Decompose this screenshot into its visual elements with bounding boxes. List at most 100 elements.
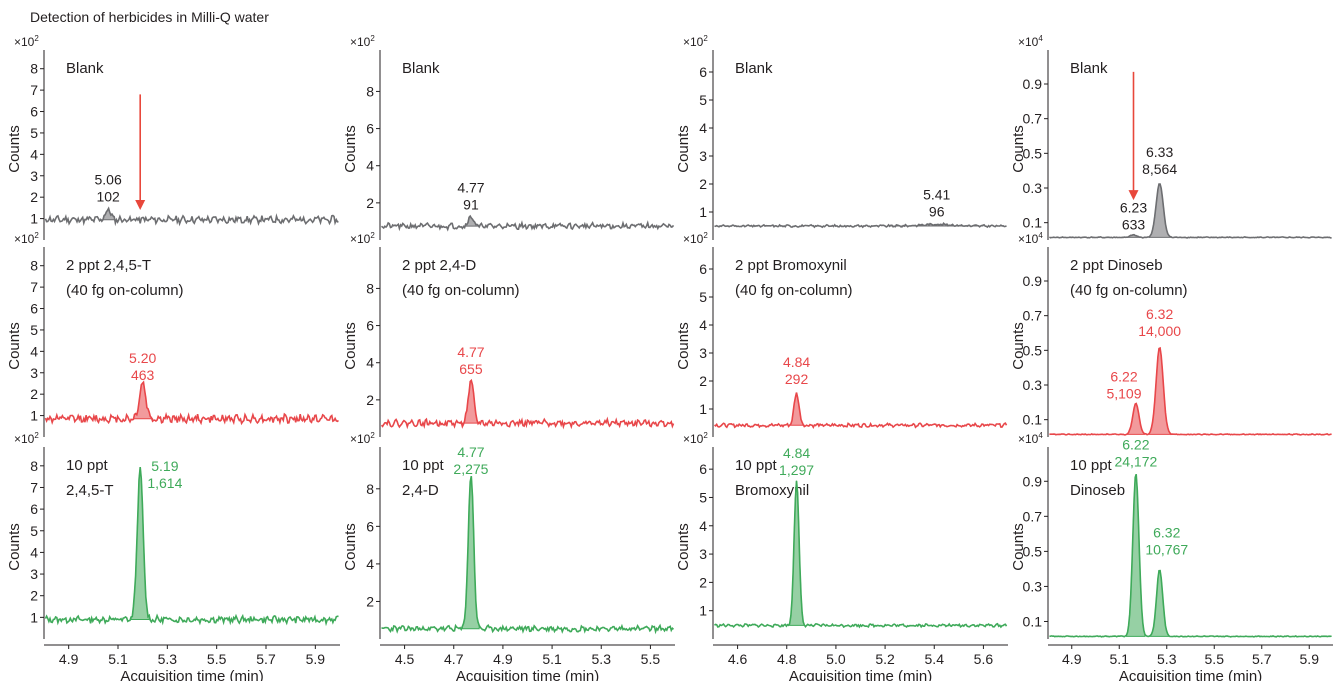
y-axis-label: Counts bbox=[342, 125, 359, 173]
y-tick-label: 6 bbox=[699, 64, 707, 80]
y-tick-label: 0.5 bbox=[1023, 543, 1043, 559]
y-multiplier-exponent: 4 bbox=[1038, 431, 1043, 440]
chromatogram-panel: 1 2 3 4 5 6 ×102 Counts 10 ppt Bromoxynil 4.841,29… bbox=[675, 431, 1008, 639]
peak-area-value: 91 bbox=[463, 197, 479, 213]
y-axis-label: Counts bbox=[675, 523, 692, 571]
x-tick-label: 5.6 bbox=[974, 651, 994, 667]
y-tick-label: 0.3 bbox=[1023, 578, 1043, 594]
x-tick-label: 5.3 bbox=[1157, 651, 1177, 667]
peak-retention-time: 4.84 bbox=[783, 445, 810, 461]
panel-label: 10 ppt bbox=[735, 457, 778, 474]
y-tick-label: 0.3 bbox=[1023, 180, 1043, 196]
peak-area-value: 14,000 bbox=[1138, 323, 1181, 339]
peak-retention-time: 6.22 bbox=[1122, 437, 1149, 453]
x-tick-label: 4.9 bbox=[493, 651, 513, 667]
x-tick-label: 5.3 bbox=[592, 651, 612, 667]
x-tick-label: 4.9 bbox=[1062, 651, 1082, 667]
chromatogram-trace bbox=[1049, 346, 1332, 436]
y-multiplier: ×102 bbox=[350, 34, 375, 49]
arrow-head bbox=[1128, 190, 1139, 201]
panel-label: Blank bbox=[735, 60, 773, 77]
y-multiplier-exponent: 4 bbox=[1038, 34, 1043, 43]
chromatogram-panel: 0.1 0.3 0.5 0.7 0.9 ×104 Counts 10 ppt Dinoseb 6.… bbox=[1010, 431, 1332, 639]
peak-area-value: 24,172 bbox=[1114, 454, 1157, 470]
panel-label: (40 fg on-column) bbox=[66, 282, 184, 299]
y-tick-label: 3 bbox=[30, 566, 38, 582]
y-multiplier-exponent: 2 bbox=[34, 431, 39, 440]
y-tick-label: 8 bbox=[30, 258, 38, 274]
chromatogram-panel: 1 2 3 4 5 6 ×102 Counts 2 ppt Bromoxynil (40 fg o… bbox=[675, 231, 1008, 437]
chromatogram-trace bbox=[713, 480, 1008, 629]
y-multiplier: ×104 bbox=[1018, 231, 1043, 246]
peak-area-value: 5,109 bbox=[1106, 386, 1141, 402]
y-tick-label: 6 bbox=[699, 461, 707, 477]
y-tick-label: 0.7 bbox=[1023, 508, 1043, 524]
peak-area-value: 96 bbox=[929, 203, 945, 219]
peak-area-value: 1,297 bbox=[779, 462, 814, 478]
x-tick-label: 5.5 bbox=[207, 651, 227, 667]
y-multiplier: ×102 bbox=[683, 431, 708, 446]
peak-retention-time: 5.41 bbox=[923, 186, 950, 202]
y-axis-label: Counts bbox=[342, 322, 359, 370]
chromatogram-trace bbox=[44, 380, 339, 426]
peak-area-value: 463 bbox=[131, 367, 155, 383]
y-tick-label: 8 bbox=[366, 83, 374, 99]
y-multiplier-exponent: 2 bbox=[703, 231, 708, 240]
y-tick-label: 0.9 bbox=[1023, 76, 1043, 92]
panel-label: Blank bbox=[1070, 60, 1108, 77]
peak-retention-time: 4.84 bbox=[783, 354, 810, 370]
y-tick-label: 0.7 bbox=[1023, 111, 1043, 127]
y-tick-label: 4 bbox=[30, 544, 38, 560]
y-tick-label: 5 bbox=[699, 289, 707, 305]
panel-label: 2 ppt 2,4-D bbox=[402, 257, 476, 274]
y-tick-label: 2 bbox=[30, 386, 38, 402]
y-tick-label: 3 bbox=[30, 365, 38, 381]
peak-retention-time: 5.19 bbox=[151, 458, 178, 474]
y-tick-label: 8 bbox=[30, 61, 38, 77]
panel-label: (40 fg on-column) bbox=[1070, 282, 1188, 299]
y-tick-label: 3 bbox=[30, 168, 38, 184]
x-tick-label: 5.9 bbox=[306, 651, 326, 667]
panel-label: 10 ppt bbox=[402, 457, 445, 474]
y-tick-label: 5 bbox=[699, 489, 707, 505]
peak-area-value: 8,564 bbox=[1142, 161, 1177, 177]
y-axis-label: Counts bbox=[6, 125, 23, 173]
y-multiplier-exponent: 2 bbox=[370, 34, 375, 43]
y-tick-label: 1 bbox=[699, 204, 707, 220]
x-tick-label: 5.0 bbox=[826, 651, 846, 667]
y-tick-label: 2 bbox=[366, 593, 374, 609]
chromatogram-trace bbox=[381, 476, 675, 635]
chromatogram-panel: 1 2 3 4 5 6 7 8 ×102 Counts 10 ppt 2,4,5-T 5.191,614 bbox=[6, 431, 339, 639]
y-tick-label: 0.9 bbox=[1023, 473, 1043, 489]
y-tick-label: 4 bbox=[366, 355, 374, 371]
x-axis-label: Acquisition time (min) bbox=[1119, 668, 1262, 681]
y-multiplier-exponent: 2 bbox=[34, 231, 39, 240]
y-tick-label: 2 bbox=[30, 588, 38, 604]
peak-area-value: 655 bbox=[459, 361, 483, 377]
y-multiplier: ×102 bbox=[350, 231, 375, 246]
x-axis-label: Acquisition time (min) bbox=[789, 668, 932, 681]
y-tick-label: 8 bbox=[30, 458, 38, 474]
x-tick-label: 5.5 bbox=[1205, 651, 1225, 667]
chromatogram-trace bbox=[1049, 473, 1332, 638]
x-axis-label: Acquisition time (min) bbox=[120, 668, 263, 681]
y-tick-label: 0.5 bbox=[1023, 145, 1043, 161]
panel-label: Bromoxynil bbox=[735, 482, 809, 499]
peak-retention-time: 6.33 bbox=[1146, 144, 1173, 160]
peak-retention-time: 6.32 bbox=[1146, 306, 1173, 322]
peak-area-value: 1,614 bbox=[147, 475, 182, 491]
chromatogram-panel: 2 4 6 8 ×102 Counts 2 ppt 2,4-D (40 fg on-colum… bbox=[342, 231, 675, 437]
peak-retention-time: 5.20 bbox=[129, 350, 156, 366]
x-tick-label: 4.6 bbox=[728, 651, 748, 667]
y-tick-label: 0.3 bbox=[1023, 377, 1043, 393]
y-tick-label: 2 bbox=[699, 373, 707, 389]
peak-area-value: 292 bbox=[785, 371, 809, 387]
panel-label: (40 fg on-column) bbox=[402, 282, 520, 299]
y-tick-label: 0.7 bbox=[1023, 308, 1043, 324]
x-tick-label: 5.9 bbox=[1300, 651, 1320, 667]
y-tick-label: 0.1 bbox=[1023, 412, 1043, 428]
y-tick-label: 6 bbox=[366, 121, 374, 137]
y-tick-label: 5 bbox=[30, 523, 38, 539]
